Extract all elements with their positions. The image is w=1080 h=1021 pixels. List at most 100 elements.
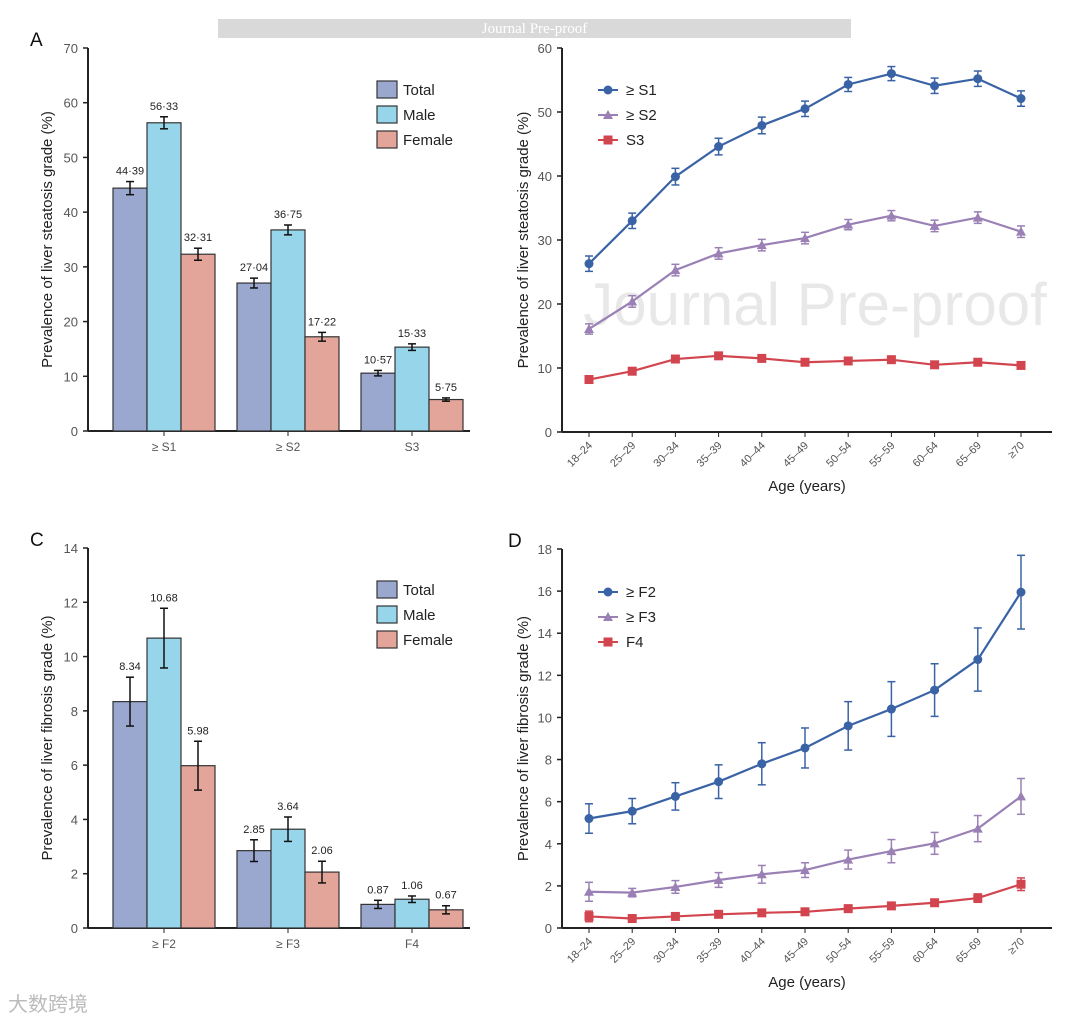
y-tick-label: 60: [538, 41, 552, 56]
x-tick-label: 55–59: [867, 936, 897, 966]
data-label: 5.98: [187, 725, 208, 737]
triangle-marker: [627, 296, 638, 306]
bar-female: [428, 398, 464, 432]
legend-label: Female: [403, 132, 453, 149]
bar-total: [112, 701, 148, 929]
data-label: 44·39: [116, 166, 144, 178]
y-tick-label: 20: [538, 297, 552, 312]
triangle-marker: [756, 240, 767, 250]
data-label: 56·33: [150, 101, 178, 113]
triangle-marker: [972, 823, 983, 833]
circle-marker: [670, 172, 680, 182]
triangle-marker: [627, 887, 638, 897]
y-tick-label: 0: [545, 921, 552, 936]
y-tick-label: 20: [64, 315, 78, 330]
legend-swatch: [376, 105, 398, 124]
square-marker: [584, 911, 594, 921]
x-tick-label: ≥70: [1006, 936, 1027, 957]
triangle-marker: [1016, 226, 1026, 236]
triangle-marker: [929, 838, 940, 848]
circle-marker: [886, 704, 896, 714]
circle-marker: [800, 104, 810, 114]
category-label: ≥ S1: [152, 440, 177, 454]
circle-marker: [1016, 587, 1026, 597]
y-tick-label: 4: [545, 837, 552, 852]
y-tick-label: 8: [545, 753, 552, 768]
y-tick-label: 0: [71, 921, 78, 936]
legend-label: F4: [626, 634, 644, 651]
legend-label: ≥ F2: [626, 584, 656, 601]
legend-label: ≥ F3: [626, 609, 656, 626]
square-marker: [973, 893, 983, 903]
y-tick-label: 30: [64, 260, 78, 275]
y-tick-label: 14: [64, 541, 78, 556]
legend-label: Male: [403, 607, 436, 624]
category-label: S3: [405, 440, 420, 454]
data-label: 0.67: [435, 890, 456, 902]
triangle-marker: [603, 110, 613, 119]
circle-marker: [603, 587, 613, 597]
triangle-marker: [584, 886, 594, 896]
data-label: 10.68: [150, 592, 178, 604]
category-label: F4: [405, 937, 419, 951]
x-tick-label: 45–49: [781, 440, 811, 470]
y-tick-label: 14: [538, 626, 552, 641]
data-label: 17·22: [308, 316, 336, 328]
y-tick-label: 10: [538, 361, 552, 376]
circle-marker: [670, 791, 680, 801]
circle-marker: [843, 79, 853, 89]
x-tick-label: 40–44: [738, 440, 768, 470]
x-axis-label: Age (years): [768, 478, 846, 495]
x-tick-label: 50–54: [824, 936, 854, 966]
square-marker: [1016, 360, 1026, 370]
y-tick-label: 40: [538, 169, 552, 184]
data-label: 2.85: [243, 824, 264, 836]
y-tick-label: 12: [64, 595, 78, 610]
y-tick-label: 16: [538, 584, 552, 599]
x-tick-label: ≥70: [1006, 440, 1027, 461]
y-tick-label: 60: [64, 96, 78, 111]
circle-marker: [627, 216, 637, 226]
legend-swatch: [376, 580, 398, 599]
panel-label: A: [30, 30, 43, 51]
circle-marker: [886, 69, 896, 79]
y-tick-label: 0: [545, 425, 552, 440]
y-tick-label: 0: [71, 424, 78, 439]
y-tick-label: 70: [64, 41, 78, 56]
circle-marker: [930, 685, 940, 695]
circle-marker: [930, 81, 940, 91]
series-line: [588, 591, 1022, 820]
panel-label: C: [30, 530, 44, 551]
legend-label: ≥ S2: [626, 107, 657, 124]
x-tick-label: 18–24: [565, 936, 595, 966]
y-tick-label: 50: [64, 150, 78, 165]
circle-marker: [757, 120, 767, 130]
square-marker: [714, 909, 724, 919]
circle-marker: [714, 777, 724, 787]
x-axis-label: Age (years): [768, 974, 846, 991]
triangle-marker: [800, 865, 810, 875]
square-marker: [930, 898, 940, 908]
bar-male: [394, 898, 430, 929]
journal-banner: Journal Pre-proof: [218, 19, 851, 38]
x-tick-label: 65–69: [954, 440, 984, 470]
bar-total: [112, 187, 148, 432]
data-label: 15·33: [398, 328, 426, 340]
square-marker: [843, 356, 853, 366]
bar-male: [146, 637, 182, 929]
square-marker: [886, 355, 896, 365]
legend-swatch: [376, 130, 398, 149]
triangle-marker: [756, 869, 767, 879]
data-label: 36·75: [274, 209, 302, 221]
legend-swatch: [376, 80, 398, 99]
square-marker: [757, 353, 767, 363]
panel-label: D: [508, 531, 522, 552]
x-tick-label: 25–29: [608, 440, 638, 470]
y-tick-label: 6: [71, 758, 78, 773]
x-tick-label: 18–24: [565, 440, 595, 470]
x-tick-label: 35–39: [695, 440, 725, 470]
x-tick-label: 30–34: [651, 440, 681, 470]
square-marker: [800, 357, 810, 367]
square-marker: [584, 375, 594, 385]
square-marker: [757, 908, 767, 918]
